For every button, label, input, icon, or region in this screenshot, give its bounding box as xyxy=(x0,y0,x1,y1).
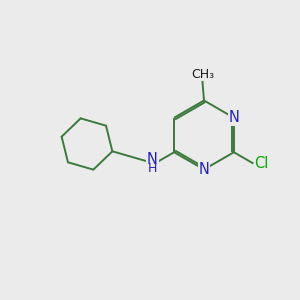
Text: Cl: Cl xyxy=(254,155,268,170)
Text: H: H xyxy=(148,161,157,175)
Text: N: N xyxy=(228,110,239,125)
Text: CH₃: CH₃ xyxy=(191,68,214,81)
Text: N: N xyxy=(199,162,209,177)
Text: N: N xyxy=(147,152,158,167)
